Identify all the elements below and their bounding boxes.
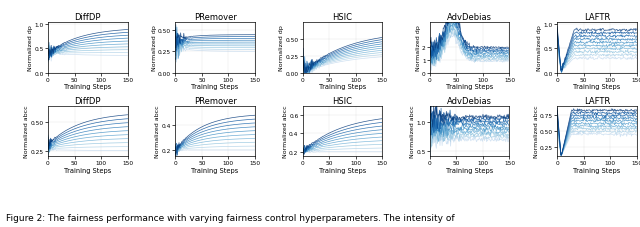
Text: Figure 2: The fairness performance with varying fairness control hyperparameters: Figure 2: The fairness performance with … bbox=[6, 214, 455, 222]
X-axis label: Training Steps: Training Steps bbox=[191, 84, 239, 90]
Y-axis label: Normalized abcc: Normalized abcc bbox=[24, 105, 29, 158]
X-axis label: Training Steps: Training Steps bbox=[319, 167, 366, 173]
X-axis label: Training Steps: Training Steps bbox=[573, 167, 621, 173]
Y-axis label: Normalized abcc: Normalized abcc bbox=[156, 105, 161, 158]
X-axis label: Training Steps: Training Steps bbox=[191, 167, 239, 173]
Title: LAFTR: LAFTR bbox=[584, 13, 610, 22]
Y-axis label: Normalized abcc: Normalized abcc bbox=[283, 105, 288, 158]
Y-axis label: Normalized dp: Normalized dp bbox=[152, 25, 157, 71]
X-axis label: Training Steps: Training Steps bbox=[319, 84, 366, 90]
Title: DiffDP: DiffDP bbox=[74, 13, 101, 22]
Y-axis label: Normalized dp: Normalized dp bbox=[415, 25, 420, 71]
Title: DiffDP: DiffDP bbox=[74, 96, 101, 105]
Y-axis label: Normalized abcc: Normalized abcc bbox=[534, 105, 538, 158]
Y-axis label: Normalized abcc: Normalized abcc bbox=[410, 105, 415, 158]
Y-axis label: Normalized dp: Normalized dp bbox=[28, 25, 33, 71]
Title: PRemover: PRemover bbox=[194, 13, 237, 22]
X-axis label: Training Steps: Training Steps bbox=[446, 84, 493, 90]
Title: PRemover: PRemover bbox=[194, 96, 237, 105]
Title: AdvDebias: AdvDebias bbox=[447, 96, 492, 105]
X-axis label: Training Steps: Training Steps bbox=[64, 167, 111, 173]
X-axis label: Training Steps: Training Steps bbox=[573, 84, 621, 90]
Title: AdvDebias: AdvDebias bbox=[447, 13, 492, 22]
Title: HSIC: HSIC bbox=[332, 13, 353, 22]
Title: HSIC: HSIC bbox=[332, 96, 353, 105]
X-axis label: Training Steps: Training Steps bbox=[446, 167, 493, 173]
Title: LAFTR: LAFTR bbox=[584, 96, 610, 105]
Y-axis label: Normalized dp: Normalized dp bbox=[279, 25, 284, 71]
Y-axis label: Normalized dp: Normalized dp bbox=[538, 25, 542, 71]
X-axis label: Training Steps: Training Steps bbox=[64, 84, 111, 90]
